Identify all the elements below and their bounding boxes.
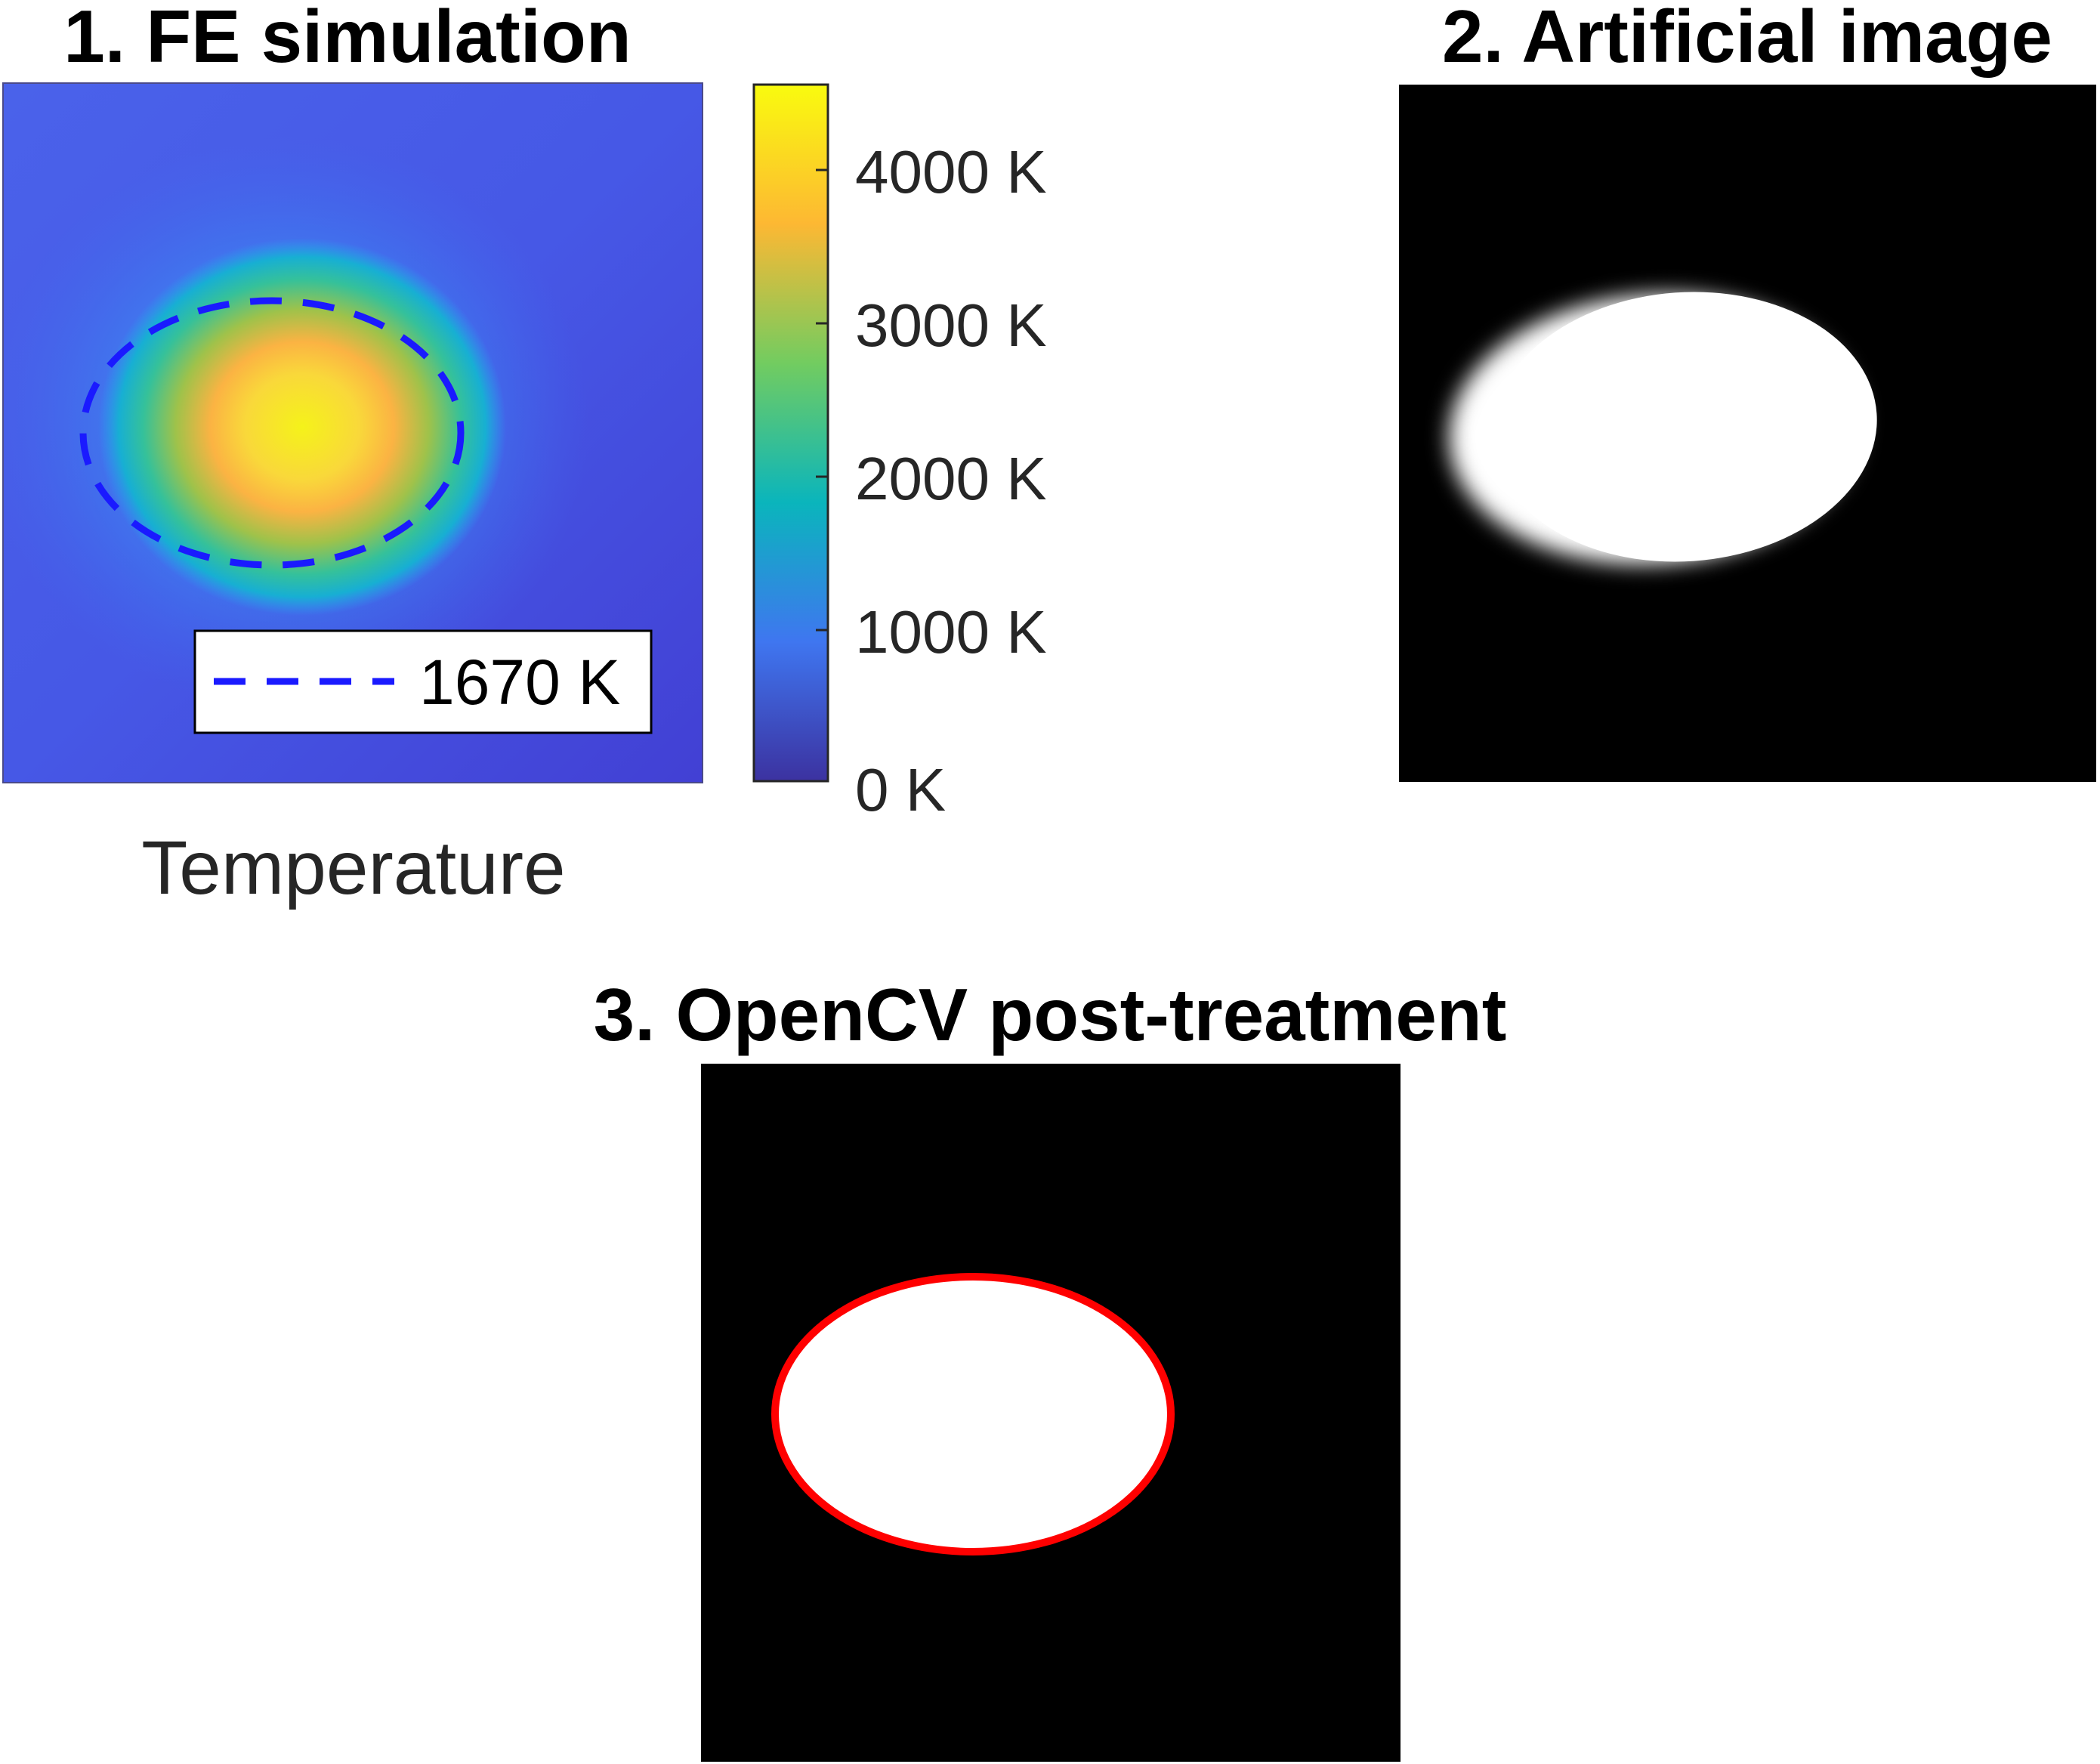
legend: 1670 K bbox=[193, 629, 653, 734]
colorbar-tick-label: 3000 K bbox=[855, 292, 1047, 359]
panel3-title: 3. OpenCV post-treatment bbox=[594, 973, 1507, 1056]
colorbar-label: Temperature bbox=[141, 826, 565, 910]
artificial-image bbox=[1399, 85, 2096, 782]
panel1-title: 1. FE simulation bbox=[63, 0, 631, 78]
colorbar-tick-label: 4000 K bbox=[855, 138, 1047, 205]
detected-region bbox=[775, 1277, 1171, 1552]
fitted-ellipse-contour bbox=[771, 1273, 1175, 1555]
colorbar: 4000 K 3000 K 2000 K 1000 K 0 K bbox=[752, 83, 1047, 823]
temperature-field bbox=[3, 83, 703, 783]
colorbar-ticks bbox=[816, 168, 828, 632]
colorbar-tick-label: 2000 K bbox=[855, 445, 1047, 512]
panel2-title: 2. Artificial image bbox=[1442, 0, 2052, 78]
panel1-frame bbox=[2, 82, 703, 783]
colorbar-gradient bbox=[752, 83, 829, 783]
colorbar-tick-label: 1000 K bbox=[855, 598, 1047, 666]
colorbar-tick-label: 0 K bbox=[855, 756, 946, 823]
isotherm-contour bbox=[79, 297, 465, 569]
legend-label: 1670 K bbox=[419, 647, 620, 718]
